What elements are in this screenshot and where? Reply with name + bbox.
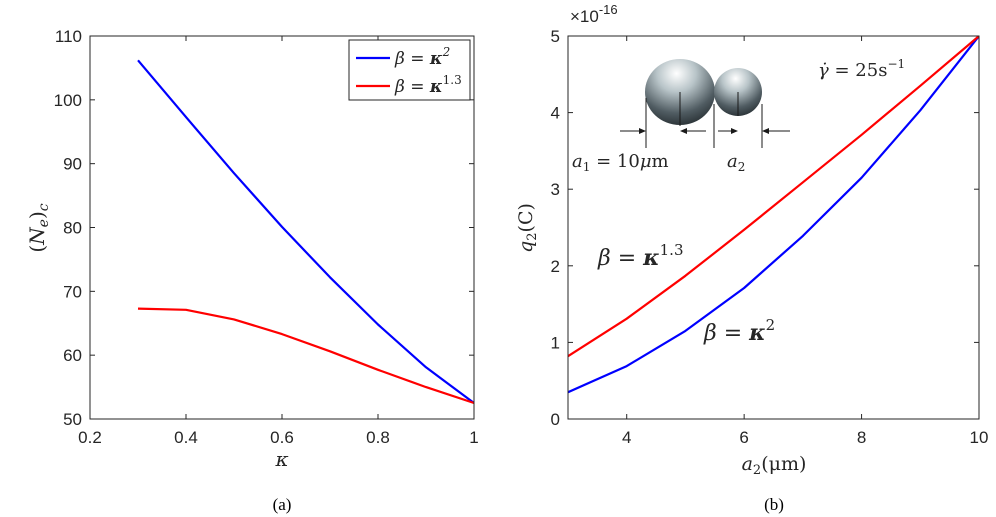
red-curve-label: β = κ1.3 bbox=[597, 241, 684, 271]
a2-label: a2 bbox=[727, 151, 745, 174]
chart-a-xtick-label: 0.8 bbox=[366, 428, 390, 447]
chart-b-exponent: ×10-16 bbox=[570, 2, 618, 26]
chart-a-ylabel: (Ne)c bbox=[25, 203, 52, 252]
chart-a-series-blue bbox=[137, 59, 474, 404]
chart-a-series-red bbox=[137, 307, 474, 405]
chart-a-ytick-label: 50 bbox=[63, 410, 82, 429]
blue-curve-label: β = κ2 bbox=[703, 316, 775, 346]
chart-b-series-blue bbox=[568, 36, 979, 394]
chart-b-xtick-label: 8 bbox=[857, 428, 866, 447]
chart-b-ytick-label: 3 bbox=[551, 180, 560, 199]
chart-a-ytick-label: 70 bbox=[63, 282, 82, 301]
chart-b-ytick-label: 1 bbox=[551, 333, 560, 352]
chart-b-ytick-label: 0 bbox=[551, 410, 560, 429]
chart-a-xtick-label: 0.4 bbox=[174, 428, 198, 447]
chart-a-ytick-label: 100 bbox=[54, 91, 82, 110]
shear-rate-annotation: γ̇ = 25s−1 bbox=[818, 57, 905, 81]
chart-a-ytick-label: 90 bbox=[63, 155, 82, 174]
chart-b-caption: (b) bbox=[764, 495, 784, 514]
chart-a-ytick-label: 60 bbox=[63, 346, 82, 365]
chart-b-ytick-label: 2 bbox=[551, 257, 560, 276]
chart-b-xtick-label: 10 bbox=[970, 428, 989, 447]
chart-b-plot-frame bbox=[567, 35, 980, 420]
spheres-diagram: a1 = 10μm a2 bbox=[572, 59, 790, 174]
chart-b-ylabel: q2(C) bbox=[515, 203, 540, 253]
chart-a-plot-frame bbox=[89, 35, 475, 420]
chart-b-series-red bbox=[568, 36, 979, 358]
chart-a-caption: (a) bbox=[273, 495, 292, 514]
chart-a-xtick-label: 1 bbox=[469, 428, 478, 447]
chart-b-xtick-label: 4 bbox=[622, 428, 631, 447]
chart-a-legend: β = κ2 β = κ1.3 bbox=[348, 39, 471, 101]
chart-b: 4 6 8 10 0 1 2 3 4 5 ×10-16 q2(C) a2(μm) (b) γ̇ =… bbox=[515, 2, 988, 514]
chart-a-ytick-label: 80 bbox=[63, 219, 82, 238]
chart-b-xlabel: a2(μm) bbox=[742, 453, 807, 478]
legend-label-red: β = κ1.3 bbox=[394, 73, 462, 97]
chart-b-ytick-label: 4 bbox=[551, 104, 560, 123]
chart-a-xtick-label: 0.6 bbox=[270, 428, 294, 447]
legend-box bbox=[348, 39, 471, 101]
chart-a-ytick-label: 110 bbox=[55, 27, 82, 46]
chart-b-ytick-label: 5 bbox=[551, 27, 560, 46]
chart-a-xlabel: κ bbox=[274, 447, 288, 471]
legend-label-blue: β = κ2 bbox=[394, 45, 450, 69]
chart-a-xtick-label: 0.2 bbox=[78, 428, 102, 447]
chart-a: 0.2 0.4 0.6 0.8 1 50 60 70 80 90 100 110 (Ne)c κ (a… bbox=[25, 27, 479, 514]
a1-label: a1 = 10μm bbox=[572, 151, 669, 174]
chart-b-xtick-label: 6 bbox=[739, 428, 748, 447]
